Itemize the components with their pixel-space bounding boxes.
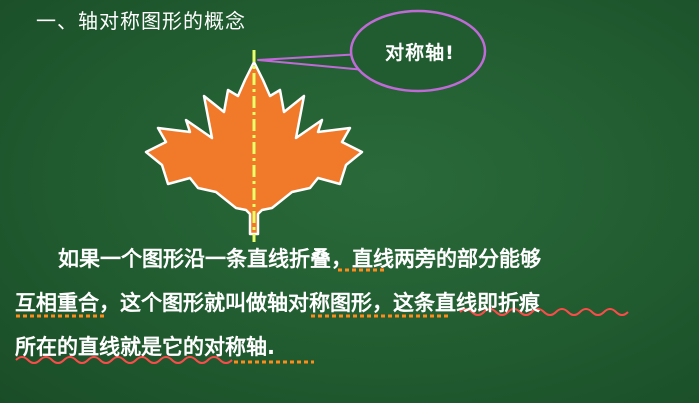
speech-bubble xyxy=(349,9,487,93)
bubble-label: 对称轴! xyxy=(385,42,455,64)
paragraph-line-3: 所在的直线就是它的对称轴. xyxy=(15,335,275,359)
underline-wavy-1 xyxy=(459,308,629,316)
paragraph-line-1: 如果一个图形沿一条直线折叠，直线两旁的部分能够 xyxy=(58,247,541,271)
underline-wavy-2 xyxy=(15,356,233,364)
slide-heading: 一、轴对称图形的概念 xyxy=(36,9,246,33)
paragraph-line-2: 互相重合，这个图形就叫做轴对称图形，这条直线即折痕 xyxy=(15,291,540,315)
